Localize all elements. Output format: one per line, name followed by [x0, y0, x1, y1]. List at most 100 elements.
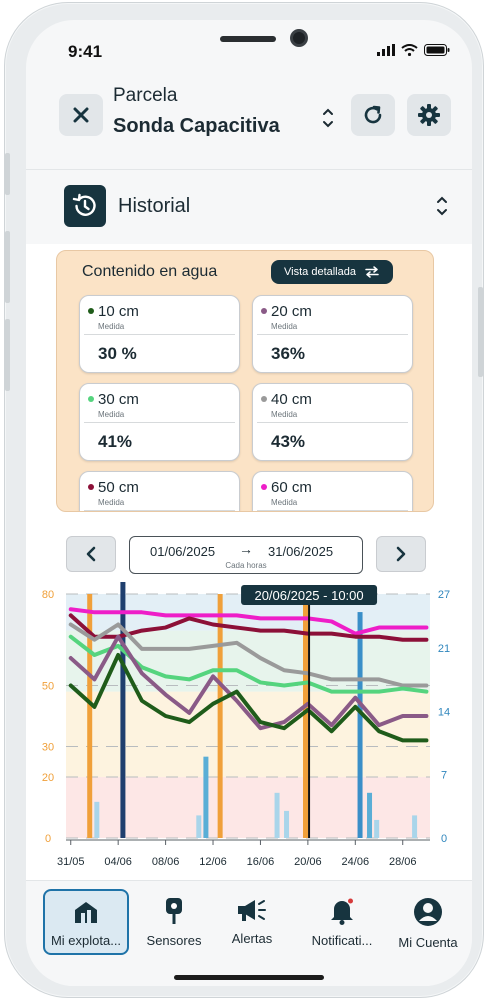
sensor-divider	[257, 510, 408, 511]
sensor-selector-toggle[interactable]	[322, 107, 334, 129]
content-area: Contenido en agua Vista detallada 10 cm M…	[26, 244, 472, 880]
settings-button[interactable]	[407, 94, 451, 136]
y-left-tick-label: 20	[42, 772, 54, 784]
date-to: 31/06/2025	[268, 544, 334, 559]
sensor-caption: Medida	[98, 322, 125, 331]
chart-band	[66, 630, 430, 692]
sensor-caption: Medida	[271, 498, 298, 507]
bell-icon	[331, 898, 353, 925]
sensor-depth: 60 cm	[271, 479, 312, 496]
y-right-tick-label: 14	[438, 706, 450, 718]
sensor-divider	[84, 334, 235, 335]
water-content-card: Contenido en agua Vista detallada 10 cm M…	[56, 250, 434, 512]
date-range-arrow: →	[239, 541, 253, 557]
history-selector[interactable]: Historial	[26, 171, 472, 243]
y-left-tick-label: 50	[42, 681, 54, 693]
sensor-color-dot	[88, 396, 94, 402]
sensor-depth: 30 cm	[98, 391, 139, 408]
sensor-card[interactable]: 20 cm Medida 36%	[252, 295, 413, 373]
chart-series-line	[68, 634, 429, 731]
app-header: Parcela Sonda Capacitiva	[26, 80, 472, 170]
chart-cursor-label-box	[241, 585, 378, 605]
sensor-depth: 40 cm	[271, 391, 312, 408]
chart-series-line	[68, 613, 429, 642]
chart-bar	[284, 810, 290, 838]
sensor-card[interactable]: 10 cm Medida 30 %	[79, 295, 240, 373]
swap-arrows-icon	[365, 266, 379, 278]
date-range-caption: Cada horas	[225, 561, 267, 570]
refresh-icon	[364, 105, 382, 124]
nav-sensores[interactable]: Sensores	[142, 889, 206, 955]
sensor-probe-icon	[166, 898, 182, 924]
sensor-depth: 20 cm	[271, 303, 312, 320]
next-range-button[interactable]	[376, 536, 426, 572]
x-tick-label: 28/06	[389, 856, 417, 868]
chart-bar	[196, 815, 202, 838]
detailed-view-button[interactable]: Vista detallada	[271, 260, 393, 284]
phone-volume-up	[5, 231, 10, 303]
status-time: 9:41	[68, 42, 103, 61]
chevron-updown-icon	[437, 196, 447, 216]
sensor-caption: Medida	[271, 322, 298, 331]
nav-mi-cuenta[interactable]: Mi Cuenta	[390, 889, 466, 955]
history-label: Historial	[118, 195, 191, 217]
x-tick-label: 04/06	[104, 856, 132, 868]
farm-icon	[75, 902, 97, 923]
sensor-divider	[84, 510, 235, 511]
date-range-picker[interactable]: 01/06/2025 → 31/06/2025 Cada horas	[129, 536, 363, 574]
chart-bar	[120, 582, 126, 838]
signal-icon	[377, 44, 395, 56]
x-tick-label: 24/06	[342, 856, 370, 868]
date-range-bar: 01/06/2025 → 31/06/2025 Cada horas	[26, 534, 472, 578]
nav-mi-explotacion[interactable]: Mi explota...	[43, 889, 129, 955]
wifi-icon	[401, 44, 418, 56]
sensor-caption: Medida	[98, 410, 125, 419]
sensor-value: 30 %	[98, 344, 137, 363]
detailed-view-label: Vista detallada	[284, 266, 356, 278]
sensor-card[interactable]: 30 cm Medida 41%	[79, 383, 240, 461]
battery-icon	[424, 44, 450, 56]
water-content-title: Contenido en agua	[82, 263, 218, 280]
chart-series-line	[68, 607, 429, 636]
refresh-button[interactable]	[351, 94, 395, 136]
chevron-updown-icon	[323, 108, 333, 128]
status-bar: 9:41	[26, 20, 472, 80]
chart-bar	[412, 815, 418, 838]
chart-bar	[217, 594, 223, 838]
gear-icon	[418, 104, 440, 126]
sensor-divider	[84, 422, 235, 423]
close-icon	[73, 107, 89, 123]
y-left-tick-label: 80	[42, 589, 54, 601]
chart-cursor-label: 20/06/2025 - 10:00	[254, 588, 363, 603]
sensor-color-dot	[88, 484, 94, 490]
history-chart[interactable]: 0 20 30 50 80 0 7 14 21 27 31/05 04/06 08/06 12/06 16/…	[26, 582, 472, 882]
sensor-card[interactable]: 60 cm Medida	[252, 471, 413, 511]
sensor-card[interactable]: 50 cm Medida	[79, 471, 240, 511]
chart-bar	[357, 612, 363, 838]
nav-notificaciones[interactable]: Notificati...	[302, 889, 382, 955]
previous-range-button[interactable]	[66, 536, 116, 572]
phone-volume-down	[5, 319, 10, 391]
x-tick-label: 20/06	[294, 856, 322, 868]
header-title: Sonda Capacitiva	[113, 115, 280, 137]
close-button[interactable]	[59, 94, 103, 136]
y-right-tick-label: 27	[438, 589, 450, 601]
sensor-value: 41%	[98, 432, 133, 451]
y-left-tick-label: 0	[45, 833, 51, 845]
y-right-tick-label: 21	[438, 643, 450, 655]
chart-series-line	[68, 622, 429, 688]
nav-alertas[interactable]: Alertas	[222, 889, 282, 955]
chart-bar	[303, 594, 309, 838]
x-tick-label: 31/05	[57, 856, 85, 868]
sensor-card[interactable]: 40 cm Medida 43%	[252, 383, 413, 461]
sensor-value: 36%	[271, 344, 306, 363]
phone-mute-switch	[5, 153, 10, 195]
chart-bar	[94, 801, 100, 838]
sensor-color-dot	[261, 396, 267, 402]
x-tick-label: 16/06	[247, 856, 275, 868]
sensor-depth: 50 cm	[98, 479, 139, 496]
nav-label: Mi explota...	[50, 933, 122, 948]
nav-label: Notificati...	[311, 933, 373, 948]
history-toggle[interactable]	[436, 195, 448, 217]
header-subtitle: Parcela	[113, 85, 178, 106]
